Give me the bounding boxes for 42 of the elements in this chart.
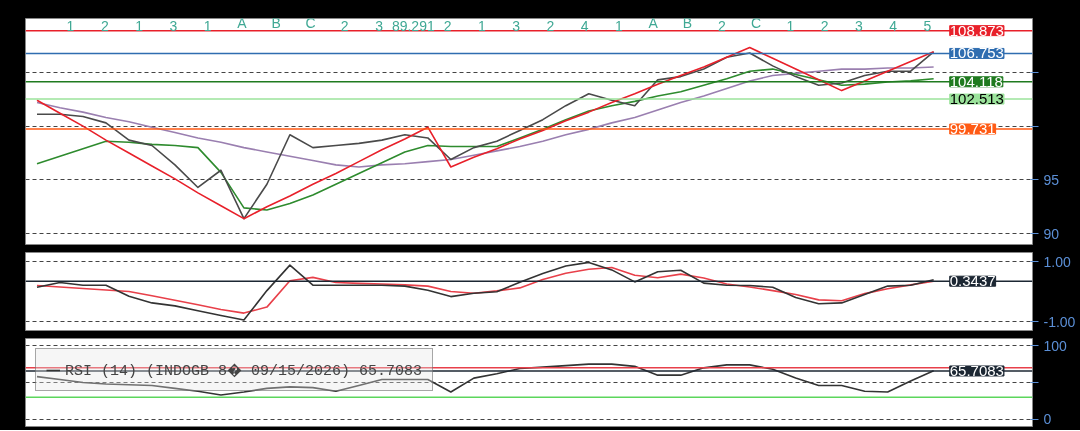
ref-line-label: 104.118 — [949, 72, 1003, 90]
annotation: C — [751, 14, 762, 31]
annotation: 1 — [135, 17, 144, 34]
annotation: 3 — [375, 17, 384, 34]
ref-line-label: 108.873 — [949, 21, 1004, 39]
annotation: B — [271, 14, 281, 31]
annotation: A — [237, 14, 248, 31]
ref-line-label: 99.731 — [949, 120, 996, 138]
ref-line-label: 0.3437 — [949, 272, 996, 290]
ref-line-label: 102.513 — [949, 90, 1004, 108]
annotation: 2 — [340, 17, 349, 34]
annotation: 2 — [443, 17, 452, 34]
annotation: 4 — [580, 17, 589, 34]
annotation: 4 — [889, 17, 898, 34]
y-tick-label: 100 — [1043, 337, 1068, 354]
y-tick-label: 95 — [1043, 171, 1060, 188]
annotation: 89.291 — [391, 17, 435, 34]
line-series — [36, 68, 935, 211]
annotation: 1 — [786, 17, 795, 34]
line-series — [36, 261, 935, 321]
annotation: 1 — [66, 17, 75, 34]
annotation: 1 — [477, 17, 486, 34]
annotation: C — [305, 14, 316, 31]
y-tick-label: 0 — [1043, 411, 1052, 428]
y-tick-label: 1.00 — [1043, 253, 1071, 270]
y-tick-label: 90 — [1043, 225, 1060, 242]
annotation: 2 — [820, 17, 829, 34]
annotation: 1 — [615, 17, 624, 34]
annotation: B — [682, 14, 693, 31]
annotation: 1 — [203, 17, 212, 34]
annotation: 2 — [546, 17, 555, 34]
annotation: 2 — [717, 17, 726, 34]
annotation: 3 — [169, 17, 178, 34]
annotation: A — [648, 14, 659, 31]
y-tick-label: -1.00 — [1043, 313, 1076, 330]
annotation: 5 — [923, 17, 932, 34]
ref-line-label: 106.753 — [949, 44, 1004, 62]
line-series — [36, 66, 935, 168]
annotation: 3 — [855, 17, 864, 34]
annotation: 3 — [512, 17, 521, 34]
annotation: 2 — [100, 17, 109, 34]
ref-line-label: 65.7083 — [949, 361, 1004, 379]
